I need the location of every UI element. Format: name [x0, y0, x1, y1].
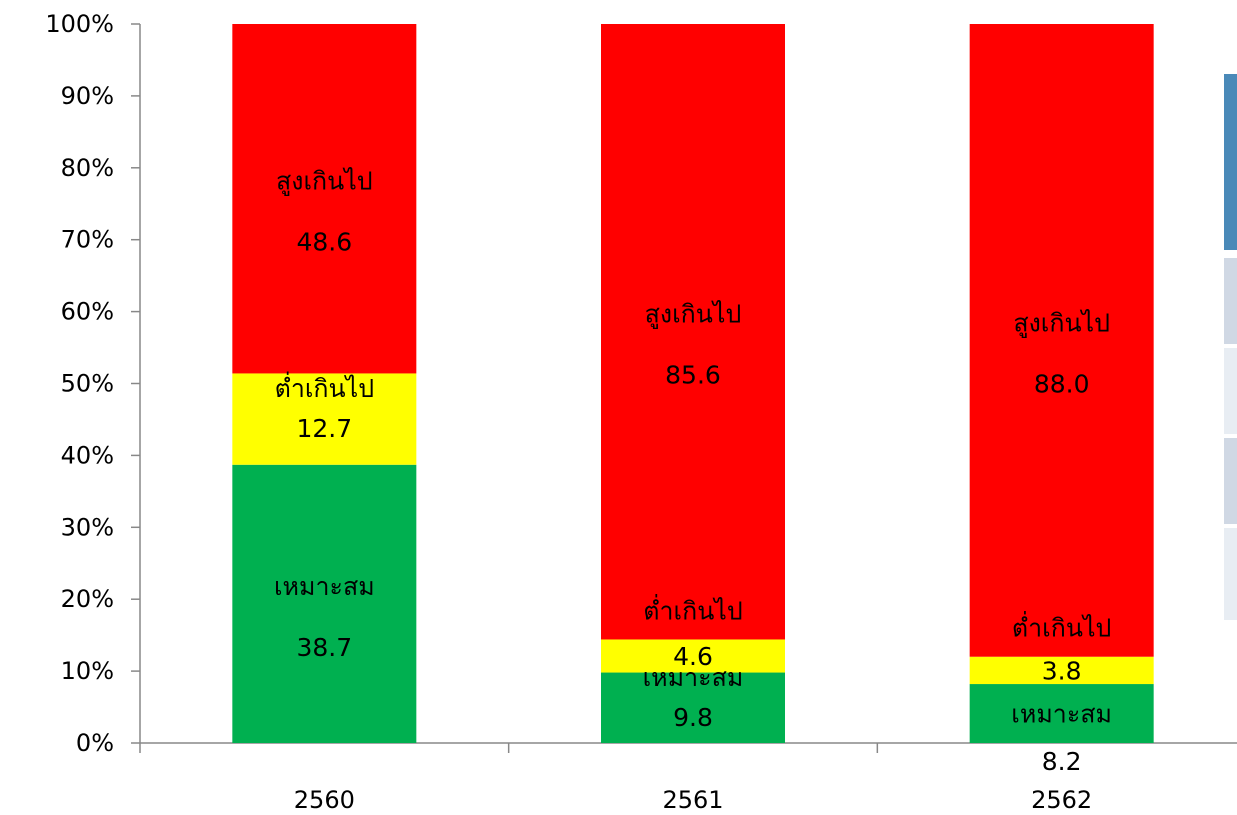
- segment-labels: เหมาะสม 38.7 ต่ำเกินไป 12.7 สูงเกินไป 48.6 เหม…: [274, 167, 1112, 776]
- segment-value-label: 3.8: [1042, 656, 1082, 685]
- y-tick-label: 80%: [61, 154, 114, 182]
- y-tick-label: 100%: [45, 10, 114, 38]
- bar-segment: [601, 639, 785, 673]
- segment-series-label: สูงเกินไป: [1013, 308, 1110, 338]
- segment-series-label: ต่ำเกินไป: [275, 371, 375, 403]
- segment-series-label: เหมาะสม: [274, 572, 375, 601]
- side-panel-block: [1224, 258, 1237, 344]
- y-axis: 0% 10% 20% 30% 40% 50% 60% 70% 80% 90% 100%: [45, 10, 141, 757]
- y-tick-label: 0%: [76, 729, 114, 757]
- segment-series-label: สูงเกินไป: [276, 167, 373, 197]
- segment-value-label: 9.8: [673, 703, 713, 732]
- bars: [232, 24, 1154, 743]
- bar-segment: [232, 24, 417, 374]
- side-panel-block: [1224, 74, 1237, 250]
- side-panel-block: [1224, 528, 1237, 620]
- segment-value-label: 48.6: [296, 228, 352, 257]
- bar-segment: [969, 24, 1154, 657]
- segment-value-label: 4.6: [673, 642, 713, 671]
- bar-segment: [601, 672, 785, 743]
- segment-series-label: เหมาะสม: [643, 663, 744, 692]
- y-tick-label: 40%: [61, 441, 114, 469]
- segment-series-label: ต่ำเกินไป: [1012, 611, 1112, 643]
- y-tick-label: 70%: [61, 226, 114, 254]
- segment-series-label: ต่ำเกินไป: [643, 593, 743, 625]
- y-tick-label: 10%: [61, 657, 114, 685]
- bar-segment: [232, 464, 417, 743]
- bar-segment: [601, 24, 785, 640]
- bar-segment: [969, 656, 1154, 685]
- x-tick-label: 2562: [1031, 786, 1092, 814]
- segment-value-label: 88.0: [1034, 369, 1090, 398]
- segment-value-label: 12.7: [296, 414, 352, 443]
- y-tick-label: 30%: [61, 513, 114, 541]
- segment-series-label: เหมาะสม: [1011, 700, 1112, 729]
- side-panel-block: [1224, 348, 1237, 434]
- segment-value-label: 38.7: [296, 633, 352, 662]
- segment-value-label: 85.6: [665, 361, 721, 390]
- side-panel-block: [1224, 438, 1237, 524]
- y-tick-label: 60%: [61, 298, 114, 326]
- y-tick-label: 50%: [61, 370, 114, 398]
- x-tick-label: 2560: [294, 786, 355, 814]
- bar-segment: [969, 684, 1154, 743]
- bar-segment: [232, 373, 417, 465]
- side-panel-decoration: [1224, 74, 1237, 620]
- x-tick-label: 2561: [662, 786, 723, 814]
- segment-value-label: 8.2: [1042, 747, 1082, 776]
- segment-series-label: สูงเกินไป: [645, 300, 742, 330]
- y-tick-label: 20%: [61, 585, 114, 613]
- y-tick-label: 90%: [61, 82, 114, 110]
